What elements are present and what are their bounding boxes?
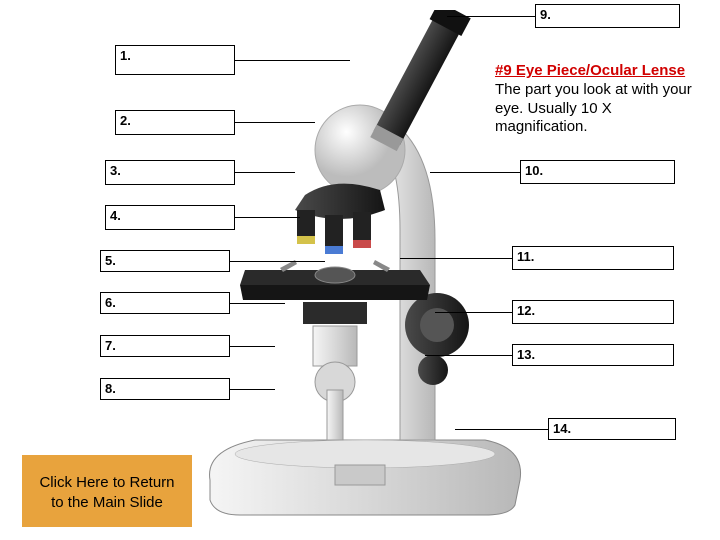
leader-line-13 xyxy=(425,355,512,356)
label-number: 3. xyxy=(110,163,121,178)
leader-line-12 xyxy=(435,312,512,313)
label-number: 7. xyxy=(105,338,116,353)
leader-line-1 xyxy=(235,60,350,61)
description-title: #9 Eye Piece/Ocular Lense xyxy=(495,62,685,79)
label-box-4[interactable]: 4. xyxy=(105,205,235,230)
leader-line-6 xyxy=(230,303,285,304)
description-box: #9 Eye Piece/Ocular Lense The part you l… xyxy=(495,62,705,137)
label-number: 12. xyxy=(517,303,535,318)
label-number: 9. xyxy=(540,7,551,22)
label-number: 14. xyxy=(553,421,571,436)
label-number: 13. xyxy=(517,347,535,362)
label-number: 4. xyxy=(110,208,121,223)
label-box-3[interactable]: 3. xyxy=(105,160,235,185)
leader-line-14 xyxy=(455,429,548,430)
return-button-line1: Click Here to Return xyxy=(39,474,174,491)
return-button-line2: to the Main Slide xyxy=(51,494,163,511)
label-number: 10. xyxy=(525,163,543,178)
label-box-6[interactable]: 6. xyxy=(100,292,230,314)
leader-line-8 xyxy=(230,389,275,390)
description-body: The part you look at with your eye. Usua… xyxy=(495,81,692,136)
return-button[interactable]: Click Here to Return to the Main Slide xyxy=(22,455,192,527)
leader-line-5 xyxy=(230,261,325,262)
leader-line-11 xyxy=(400,258,512,259)
label-number: 5. xyxy=(105,253,116,268)
label-box-5[interactable]: 5. xyxy=(100,250,230,272)
label-box-7[interactable]: 7. xyxy=(100,335,230,357)
label-box-2[interactable]: 2. xyxy=(115,110,235,135)
leader-line-9 xyxy=(447,16,535,17)
label-number: 2. xyxy=(120,113,131,128)
label-box-8[interactable]: 8. xyxy=(100,378,230,400)
leader-line-10 xyxy=(430,172,520,173)
label-number: 6. xyxy=(105,295,116,310)
leader-line-4 xyxy=(235,217,300,218)
label-box-9[interactable]: 9. xyxy=(535,4,680,28)
label-number: 11. xyxy=(517,249,534,264)
label-box-1[interactable]: 1. xyxy=(115,45,235,75)
leader-line-2 xyxy=(235,122,315,123)
label-box-14[interactable]: 14. xyxy=(548,418,676,440)
label-number: 8. xyxy=(105,381,116,396)
leader-line-7 xyxy=(230,346,275,347)
label-box-13[interactable]: 13. xyxy=(512,344,674,366)
label-box-12[interactable]: 12. xyxy=(512,300,674,324)
leader-line-3 xyxy=(235,172,295,173)
label-box-11[interactable]: 11. xyxy=(512,246,674,270)
label-number: 1. xyxy=(120,48,131,63)
label-box-10[interactable]: 10. xyxy=(520,160,675,184)
